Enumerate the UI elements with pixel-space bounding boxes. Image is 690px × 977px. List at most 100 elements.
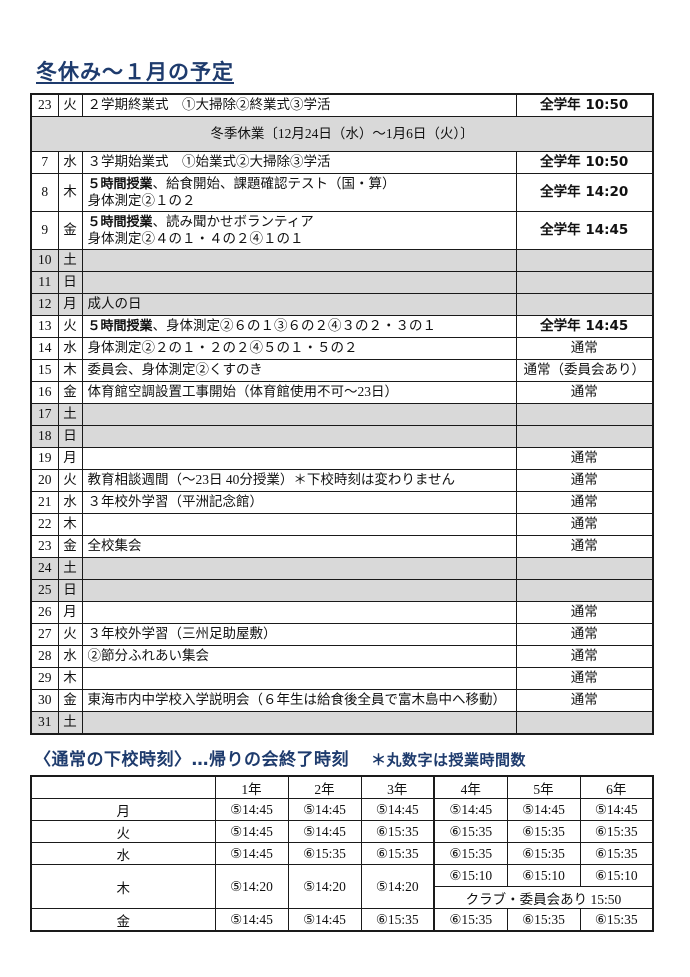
- event-cell: 全校集会: [81, 535, 517, 558]
- event-text: 、身体測定②６の１③６の２④３の２・３の１: [152, 318, 437, 334]
- event-cell: ３年校外学習（三州足助屋敷）: [81, 623, 517, 646]
- time-cell: ⑥15:10: [433, 864, 508, 887]
- winter-break-row: 冬季休業〔12月24日（水）～1月6日（火）〕: [30, 116, 654, 152]
- event-cell: ３学期始業式 ①始業式②大掃除③学活: [81, 151, 517, 174]
- event-cell: ②節分ふれあい集会: [81, 645, 517, 668]
- event-cell: [81, 667, 517, 690]
- january-schedule-table: 23 火 ２学期終業式 ①大掃除②終業式③学活 全学年 10:50 冬季休業〔12月24…: [30, 93, 654, 735]
- event-bold-text: ５時間授業: [87, 319, 153, 335]
- weekday-cell: 日: [57, 271, 83, 294]
- date-cell: 19: [30, 447, 59, 470]
- status-cell: 全学年 14:20: [515, 173, 654, 212]
- status-cell: [515, 249, 654, 272]
- weekday-cell: 金: [57, 689, 83, 712]
- date-cell: 10: [30, 249, 59, 272]
- time-cell: ⑤14:45: [360, 798, 435, 821]
- weekday-cell: 日: [57, 425, 83, 448]
- time-cell: ⑥15:35: [579, 908, 654, 932]
- schedule-row: 18 日: [30, 425, 654, 448]
- event-cell: ５時間授業、読み聞かせボランティア 身体測定②４の１・４の２④１の１: [81, 211, 517, 250]
- event-text: 身体測定②２の１・２の２④５の１・５の２: [87, 340, 358, 356]
- event-text: 委員会、身体測定②くすのき: [87, 362, 263, 378]
- date-cell: 23: [30, 93, 59, 117]
- weekday-cell: 月: [57, 293, 83, 316]
- schedule-row: 21 水 ３年校外学習（平洲記念館） 通常: [30, 491, 654, 514]
- weekday-cell: 火: [30, 820, 216, 843]
- time-cell: ⑤14:45: [506, 798, 581, 821]
- dismissal-time-table: 1年 2年 3年 4年 5年 6年 月 ⑤14:45 ⑤14:45 ⑤14:45 ⑤14:45 ⑤1…: [30, 775, 654, 932]
- schedule-row: 16 金体育館空調設置工事開始（体育館使用不可～23日） 通常: [30, 381, 654, 404]
- time-cell: ⑥15:35: [506, 908, 581, 932]
- status-cell: 通常: [515, 381, 654, 404]
- grade-header: 3年: [360, 775, 435, 799]
- dismissal-subrow: クラブ・委員会あり 15:50: [31, 886, 654, 909]
- weekday-cell: 火: [57, 623, 83, 646]
- grade-header: 2年: [287, 775, 362, 799]
- time-cell: ⑤14:45: [433, 798, 508, 821]
- event-cell: ３年校外学習（平洲記念館）: [81, 491, 517, 514]
- status-cell: [515, 579, 654, 602]
- date-cell: 8: [30, 173, 59, 212]
- weekday-cell: 月: [30, 798, 216, 821]
- dismissal-heading-main: 〈通常の下校時刻〉…帰りの会終了時刻: [34, 750, 349, 770]
- schedule-row: 22 木 通常: [30, 513, 654, 536]
- date-cell: 31: [30, 711, 59, 735]
- weekday-cell: 木: [30, 864, 216, 909]
- event-cell: [81, 557, 517, 580]
- time-cell: ⑥15:35: [579, 820, 654, 843]
- date-cell: 25: [30, 579, 59, 602]
- event-cell: [81, 711, 517, 735]
- schedule-row: 19 月 通常: [30, 447, 654, 470]
- event-cell: ５時間授業、給食開始、課題確認テスト（国・算） 身体測定②１の２: [81, 173, 517, 212]
- dismissal-table-head: 1年 2年 3年 4年 5年 6年: [30, 775, 654, 799]
- event-bold-text: ５時間授業: [87, 215, 153, 230]
- club-committee-cell: クラブ・委員会あり 15:50: [433, 886, 654, 909]
- event-text: ②節分ふれあい集会: [87, 648, 210, 664]
- status-cell: 通常: [515, 689, 654, 712]
- event-cell: [81, 403, 517, 426]
- weekday-cell: 木: [57, 667, 83, 690]
- schedule-row: 14 水身体測定②２の１・２の２④５の１・５の２ 通常: [30, 337, 654, 360]
- event-text: 東海市内中学校入学説明会（６年生は給食後全員で富木島中へ移動）: [87, 692, 507, 708]
- date-cell: 24: [30, 557, 59, 580]
- date-cell: 26: [30, 601, 59, 624]
- page-title: 冬休み～１月の予定: [36, 60, 234, 84]
- date-cell: 12: [30, 293, 59, 316]
- dismissal-heading-note: ＊丸数字は授業時間数: [371, 751, 527, 769]
- weekday-cell: 水: [57, 151, 83, 174]
- event-cell: [81, 249, 517, 272]
- schedule-row: 8 木 ５時間授業、給食開始、課題確認テスト（国・算） 身体測定②１の２ 全学年 14:…: [30, 173, 654, 212]
- status-cell: [515, 425, 654, 448]
- status-cell: 通常（委員会あり）: [515, 359, 654, 382]
- grade-header: 1年: [214, 775, 289, 799]
- time-cell: ⑥15:35: [506, 842, 581, 865]
- event-text: 体育館空調設置工事開始（体育館使用不可～23日）: [87, 384, 399, 400]
- time-cell: ⑥15:35: [360, 842, 435, 865]
- schedule-row: 31 土: [30, 711, 654, 735]
- weekday-cell: 水: [57, 337, 83, 360]
- schedule-row: 27 火 ３年校外学習（三州足助屋敷） 通常: [30, 623, 654, 646]
- grade-header: 5年: [506, 775, 581, 799]
- time-cell: ⑥15:10: [506, 864, 581, 887]
- status-cell: 通常: [515, 645, 654, 668]
- dismissal-row: 火 ⑤14:45 ⑤14:45 ⑥15:35 ⑥15:35 ⑥15:35 ⑥15:35: [30, 820, 654, 843]
- event-text: 教育相談週間（～23日 40分授業）＊下校時刻は変わりません: [87, 472, 455, 488]
- weekday-cell: 土: [57, 403, 83, 426]
- schedule-row: 17 土: [30, 403, 654, 426]
- date-cell: 13: [30, 315, 59, 338]
- dismissal-header-row: 1年 2年 3年 4年 5年 6年: [30, 775, 654, 799]
- dismissal-row: 水 ⑤14:45 ⑥15:35 ⑥15:35 ⑥15:35 ⑥15:35 ⑥15:35: [30, 842, 654, 865]
- schedule-row: 13 火 ５時間授業、身体測定②６の１③６の２④３の２・３の１ 全学年 14:45: [30, 315, 654, 338]
- date-cell: 21: [30, 491, 59, 514]
- time-cell: ⑥15:35: [579, 842, 654, 865]
- weekday-cell: 水: [57, 491, 83, 514]
- event-cell: [81, 601, 517, 624]
- event-cell: [81, 513, 517, 536]
- date-cell: 18: [30, 425, 59, 448]
- weekday-cell: 月: [57, 601, 83, 624]
- time-cell: ⑥15:10: [579, 864, 654, 887]
- weekday-cell: 火: [57, 469, 83, 492]
- weekday-cell: 木: [57, 513, 83, 536]
- status-cell: [515, 293, 654, 316]
- time-cell: ⑤14:20: [287, 864, 362, 909]
